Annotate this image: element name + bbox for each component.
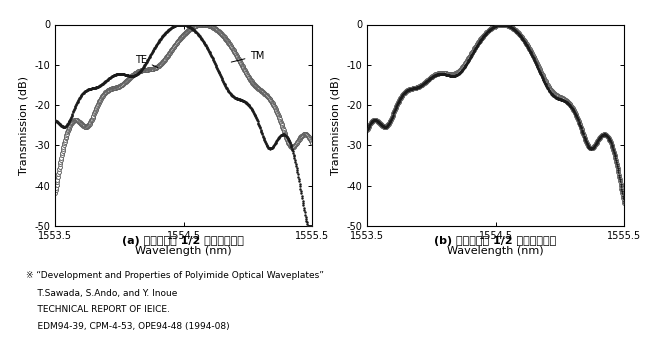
Text: EDM94-39, CPM-4-53, OPE94-48 (1994-08): EDM94-39, CPM-4-53, OPE94-48 (1994-08) [26,322,229,331]
Text: TECHNICAL REPORT OF IEICE.: TECHNICAL REPORT OF IEICE. [26,305,170,314]
Text: (b) ポリイミド 1/2 波長板挿入後: (b) ポリイミド 1/2 波長板挿入後 [434,236,556,246]
Text: T.Sawada, S.Ando, and Y. Inoue: T.Sawada, S.Ando, and Y. Inoue [26,289,177,298]
X-axis label: Wavelength (nm): Wavelength (nm) [447,246,544,256]
Y-axis label: Transmission (dB): Transmission (dB) [19,76,29,175]
X-axis label: Wavelength (nm): Wavelength (nm) [135,246,232,256]
Y-axis label: Transmission (dB): Transmission (dB) [331,76,341,175]
Text: TM: TM [231,51,265,62]
Text: (a) ポリイミド 1/2 波長板挿入前: (a) ポリイミド 1/2 波長板挿入前 [122,236,244,246]
Text: TE: TE [135,55,158,68]
Text: ※ “Development and Properties of Polyimide Optical Waveplates”: ※ “Development and Properties of Polyimi… [26,271,324,280]
